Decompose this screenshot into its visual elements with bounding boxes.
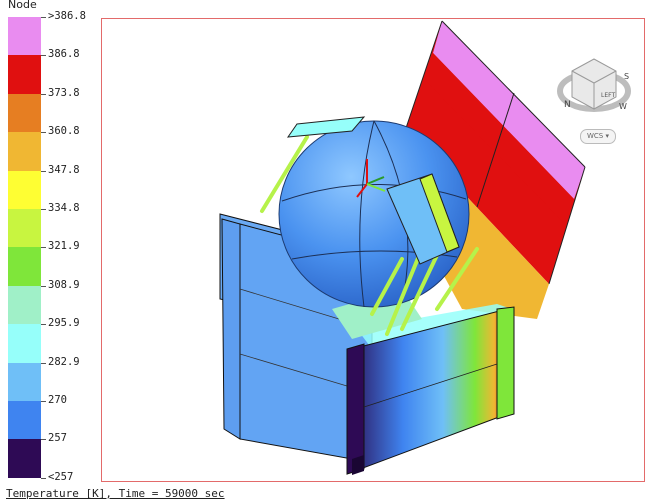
legend-swatch [8, 170, 41, 210]
legend-swatch [8, 285, 41, 325]
result-caption: Temperature [K], Time = 59000 sec [6, 487, 225, 500]
instrument-panel [286, 116, 460, 265]
legend-tick [41, 477, 46, 479]
legend-tick [41, 439, 46, 441]
view-cube-face-label: LEFT [601, 92, 615, 99]
thermal-model-scene: LEFT N S W [219, 20, 631, 475]
legend-swatch [8, 401, 41, 440]
legend-label: 386.8 [48, 48, 80, 61]
legend-label: 308.9 [48, 278, 80, 291]
legend-label: 282.9 [48, 355, 80, 368]
legend-label: 270 [48, 394, 67, 406]
legend-tick [41, 132, 46, 134]
legend-swatch [8, 17, 41, 56]
legend-tick [41, 324, 46, 326]
legend-tick [41, 170, 46, 172]
legend-swatch [8, 324, 41, 364]
legend-tick [41, 362, 46, 364]
legend-tick [41, 401, 46, 402]
legend-swatch [8, 209, 41, 248]
legend-label: 360.8 [48, 125, 80, 138]
compass-west: W [619, 102, 627, 111]
legend-tick [41, 285, 46, 287]
legend-label: >386.8 [48, 10, 86, 22]
compass-north: N [564, 100, 571, 110]
legend-tick [41, 17, 46, 18]
legend-label: <257 [48, 470, 74, 483]
legend-label: 347.8 [48, 163, 80, 176]
legend-swatch [8, 132, 41, 172]
model-viewport[interactable]: LEFT N S W WCS ▾ [101, 18, 645, 482]
legend-label: 321.9 [48, 240, 80, 253]
legend-swatch [8, 362, 41, 402]
legend-swatch [8, 93, 41, 133]
view-cube[interactable]: LEFT N S W [557, 58, 631, 112]
legend-title: Node [8, 0, 37, 11]
legend-swatch [8, 55, 41, 95]
legend-tick [41, 247, 46, 249]
legend-label: 373.8 [48, 86, 80, 99]
legend-tick [41, 93, 46, 95]
wcs-label: WCS [586, 132, 604, 140]
axis-triad [356, 159, 386, 198]
legend-label: 295.9 [48, 317, 80, 330]
temperature-legend: Node >386.8 386.8 373.8 360.8 347.8 334.8 321.… [0, 0, 100, 485]
legend-swatch [8, 439, 41, 479]
legend-swatch [8, 247, 41, 287]
legend-label: 334.8 [48, 202, 80, 214]
compass-south: S [624, 72, 629, 81]
legend-label: 257 [48, 432, 67, 445]
wcs-dropdown[interactable]: WCS ▾ [580, 129, 616, 144]
spacecraft-body [219, 213, 515, 475]
legend-tick [41, 209, 46, 210]
legend-tick [41, 55, 46, 57]
